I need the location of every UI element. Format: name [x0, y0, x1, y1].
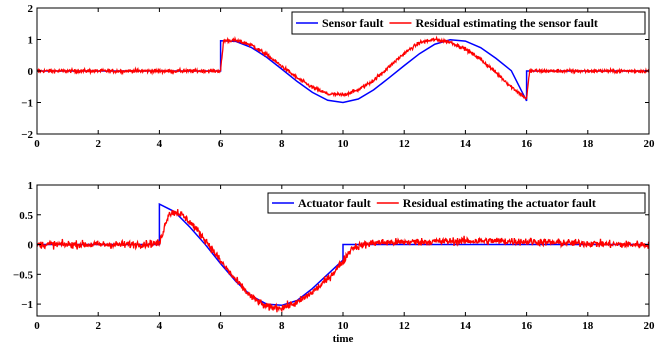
y-tick-label: 0 — [28, 240, 34, 252]
residual-series-line — [37, 35, 649, 100]
legend-entry-label: Actuator fault — [298, 196, 371, 210]
legend: Actuator fault Residual estimating the ac… — [267, 192, 646, 214]
legend-entry-label: Residual estimating the sensor fault — [415, 16, 597, 30]
x-tick-label: 8 — [279, 320, 285, 332]
x-tick-label: 6 — [218, 138, 224, 150]
x-tick-label: 14 — [460, 320, 472, 332]
fault-series-line — [37, 202, 649, 307]
x-tick-label: 16 — [521, 320, 533, 332]
y-tick-label: 1 — [28, 180, 34, 192]
x-tick-label: 8 — [279, 138, 285, 150]
x-tick-label: 20 — [644, 320, 656, 332]
x-tick-label: 12 — [399, 138, 411, 150]
y-tick-label: −1 — [21, 98, 33, 110]
legend-entry-label: Residual estimating the actuator fault — [403, 196, 596, 210]
x-tick-label: 18 — [582, 138, 594, 150]
x-tick-label: 10 — [338, 138, 350, 150]
y-tick-label: −1 — [21, 299, 33, 311]
y-tick-label: −2 — [21, 129, 33, 141]
y-tick-label: 2 — [28, 3, 34, 15]
y-tick-label: 0 — [28, 66, 34, 78]
panel-2: 0 2 4 6 8 10 12 14 16 18 20 −1 −0.5 0 0.5 1 time Actuator… — [13, 180, 655, 345]
x-tick-label: 20 — [644, 138, 656, 150]
x-tick-label: 4 — [157, 138, 163, 150]
x-tick-label: 0 — [34, 320, 40, 332]
x-tick-label: 10 — [338, 320, 350, 332]
legend-entry-label: Sensor fault — [322, 16, 383, 30]
legend: Sensor fault Residual estimating the sens… — [291, 11, 646, 35]
x-tick-label: 12 — [399, 320, 411, 332]
x-tick-label: 0 — [34, 138, 40, 150]
x-tick-label: 2 — [95, 138, 101, 150]
x-tick-label: 14 — [460, 138, 472, 150]
x-tick-label: 18 — [582, 320, 594, 332]
y-tick-label: 1 — [28, 35, 34, 47]
x-tick-label: 16 — [521, 138, 533, 150]
x-axis-label: time — [333, 333, 354, 345]
y-tick-label: 0.5 — [19, 210, 33, 222]
residual-series-line — [37, 209, 649, 313]
x-tick-label: 2 — [95, 320, 101, 332]
y-tick-label: −0.5 — [13, 269, 34, 281]
x-tick-label: 4 — [157, 320, 163, 332]
x-tick-label: 6 — [218, 320, 224, 332]
